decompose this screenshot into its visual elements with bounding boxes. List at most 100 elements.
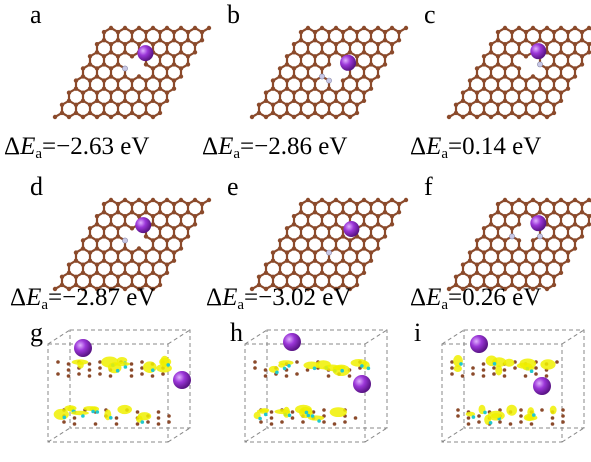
- carbon-atom: [502, 50, 508, 55]
- carbon-atom: [516, 270, 522, 275]
- carbon-atom: [516, 114, 522, 120]
- carbon-atom: [94, 262, 100, 267]
- carbon-atom: [467, 102, 473, 108]
- carbon-atom: [73, 102, 79, 108]
- lattice-atoms: [52, 197, 212, 292]
- charge-depletion: [304, 410, 309, 415]
- carbon-atom: [558, 50, 564, 55]
- carbon-atom: [537, 258, 543, 263]
- carbon-atom: [389, 50, 395, 55]
- carbon-atom: [544, 197, 550, 203]
- carbon-atom: [495, 234, 501, 239]
- carbon-atom: [460, 114, 466, 120]
- carbon-atom: [333, 222, 339, 227]
- carbon-atom: [93, 422, 98, 426]
- carbon-atom: [368, 234, 374, 239]
- charge-accumulation: [329, 407, 347, 417]
- carbon-atom: [382, 201, 388, 207]
- carbon-atom: [164, 197, 170, 203]
- carbon-atom: [354, 102, 360, 108]
- potassium-atom: [353, 375, 371, 393]
- lattice-atoms: [249, 25, 409, 120]
- energy-subscript: a: [41, 297, 49, 313]
- carbon-atom: [530, 90, 536, 95]
- charge-accumulation: [495, 365, 503, 376]
- carbon-atom: [178, 42, 184, 47]
- carbon-atom: [502, 98, 508, 104]
- carbon-atom: [326, 54, 332, 59]
- carbon-atom: [143, 210, 149, 215]
- carbon-atom: [453, 110, 459, 116]
- charge-depletion: [532, 413, 536, 417]
- charge-depletion: [287, 364, 291, 368]
- carbon-atom: [354, 250, 360, 255]
- carbon-atom: [291, 50, 297, 55]
- carbon-atom: [157, 250, 163, 255]
- carbon-atom: [502, 238, 508, 243]
- charge-box-i: [441, 329, 585, 443]
- charge-box-g: [47, 329, 191, 443]
- carbon-atom: [326, 201, 332, 207]
- carbon-atom: [586, 42, 591, 47]
- carbon-atom: [340, 78, 346, 83]
- carbon-atom: [509, 78, 515, 83]
- carbon-atom: [551, 234, 557, 239]
- carbon-atom: [375, 74, 381, 79]
- carbon-atom: [150, 74, 156, 79]
- carbon-atom: [185, 226, 191, 231]
- carbon-atom: [523, 54, 529, 59]
- carbon-atom: [466, 416, 471, 420]
- cell-edge: [364, 427, 388, 443]
- carbon-atom: [87, 54, 93, 59]
- charge-accumulation: [77, 361, 84, 369]
- energy-a: ΔEa=−2.63 eV: [4, 133, 149, 168]
- carbon-atom: [171, 234, 177, 239]
- carbon-atom: [73, 282, 79, 288]
- carbon-atom: [319, 50, 325, 55]
- charge-depletion: [366, 366, 371, 371]
- carbon-atom: [516, 238, 522, 243]
- graphene-layer: [253, 359, 371, 378]
- carbon-atom: [502, 222, 508, 227]
- carbon-atom: [305, 214, 311, 219]
- charge-depletion: [312, 366, 317, 371]
- carbon-atom: [312, 78, 318, 83]
- carbon-atom: [481, 86, 487, 91]
- carbon-atom: [565, 210, 571, 215]
- carbon-atom: [488, 42, 494, 47]
- carbon-atom: [354, 258, 360, 263]
- carbon-atom: [312, 54, 318, 59]
- panel-e-label: e: [227, 172, 239, 201]
- carbon-atom: [115, 62, 121, 67]
- carbon-atom: [66, 114, 72, 120]
- carbon-atom: [498, 408, 502, 412]
- carbon-atom: [312, 226, 318, 231]
- energy-d: ΔEa=−2.87 eV: [10, 284, 155, 319]
- carbon-atom: [256, 110, 262, 116]
- carbon-atom: [94, 50, 100, 55]
- lattice-atoms: [446, 197, 591, 292]
- carbon-atom: [115, 38, 121, 43]
- carbon-atom: [164, 270, 170, 275]
- carbon-atom: [164, 222, 170, 227]
- carbon-atom: [495, 102, 501, 108]
- carbon-atom: [122, 286, 128, 292]
- carbon-atom: [101, 86, 107, 91]
- carbon-atom: [312, 250, 318, 255]
- carbon-atom: [530, 74, 536, 79]
- carbon-atom: [298, 38, 304, 43]
- carbon-atom: [150, 42, 156, 47]
- carbon-atom: [519, 420, 523, 424]
- potassium-atom: [470, 335, 488, 353]
- carbon-atom: [347, 286, 353, 292]
- carbon-atom: [122, 222, 128, 227]
- carbon-atom: [87, 258, 93, 263]
- carbon-atom: [115, 282, 121, 288]
- carbon-atom: [347, 214, 353, 219]
- carbon-atom: [270, 102, 276, 108]
- carbon-atom: [579, 201, 585, 207]
- carbon-atom: [502, 66, 508, 71]
- carbon-atom: [108, 90, 114, 95]
- carbon-atom: [101, 78, 107, 83]
